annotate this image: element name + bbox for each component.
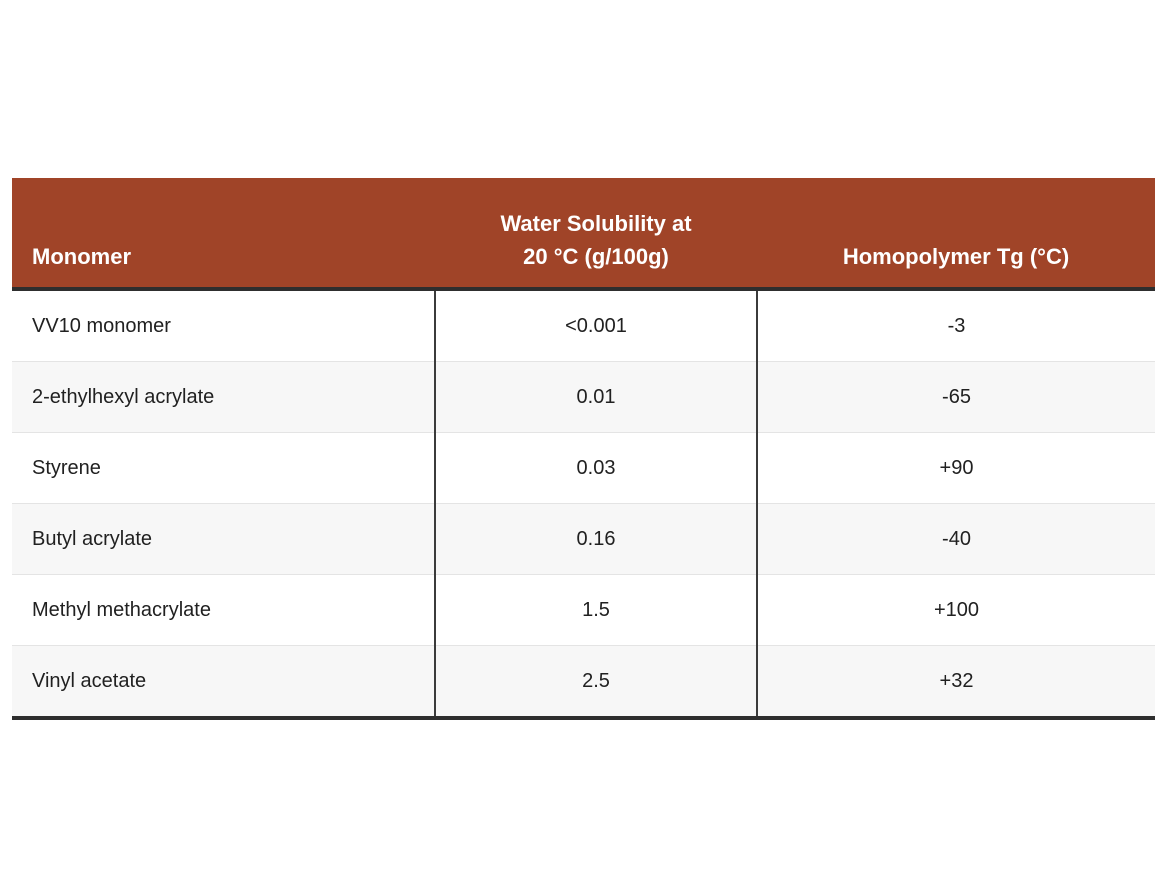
header-homopolymer-tg: Homopolymer Tg (°C) [757,178,1155,291]
header-homopolymer-tg-label: Homopolymer Tg (°C) [842,244,1070,269]
tg-cell: -40 [756,503,1155,575]
monomer-name-cell: Styrene [12,432,435,504]
header-row: Monomer Water Solubility at 20 °C (g/100… [12,178,1155,291]
table-row: 2-ethylhexyl acrylate 0.01 -65 [12,361,1155,433]
monomer-name-cell: Methyl methacrylate [12,574,435,646]
table-row: Vinyl acetate 2.5 +32 [12,645,1155,720]
table-body: VV10 monomer <0.001 -3 2-ethylhexyl acry… [12,289,1155,720]
solubility-cell: 0.01 [434,361,757,433]
solubility-cell: 0.03 [434,432,757,504]
solubility-cell: <0.001 [434,289,757,362]
tg-cell: +90 [756,432,1155,504]
solubility-cell: 2.5 [434,645,757,720]
table-row: VV10 monomer <0.001 -3 [12,289,1155,362]
monomer-name-cell: Vinyl acetate [12,645,435,720]
table-row: Butyl acrylate 0.16 -40 [12,503,1155,575]
monomer-name-cell: VV10 monomer [12,289,435,362]
table-header: Monomer Water Solubility at 20 °C (g/100… [12,178,1155,291]
solubility-cell: 1.5 [434,574,757,646]
monomer-properties-table: Monomer Water Solubility at 20 °C (g/100… [12,178,1155,720]
monomer-name-cell: Butyl acrylate [12,503,435,575]
header-water-solubility-line1: Water Solubility at [500,211,692,236]
header-monomer-label: Monomer [32,244,131,269]
tg-cell: +100 [756,574,1155,646]
tg-cell: -3 [756,289,1155,362]
header-water-solubility: Water Solubility at 20 °C (g/100g) [435,178,757,291]
header-monomer: Monomer [12,178,435,291]
header-water-solubility-line2: 20 °C (g/100g) [523,244,669,269]
table-row: Methyl methacrylate 1.5 +100 [12,574,1155,646]
tg-cell: -65 [756,361,1155,433]
monomer-name-cell: 2-ethylhexyl acrylate [12,361,435,433]
solubility-cell: 0.16 [434,503,757,575]
table-row: Styrene 0.03 +90 [12,432,1155,504]
tg-cell: +32 [756,645,1155,720]
